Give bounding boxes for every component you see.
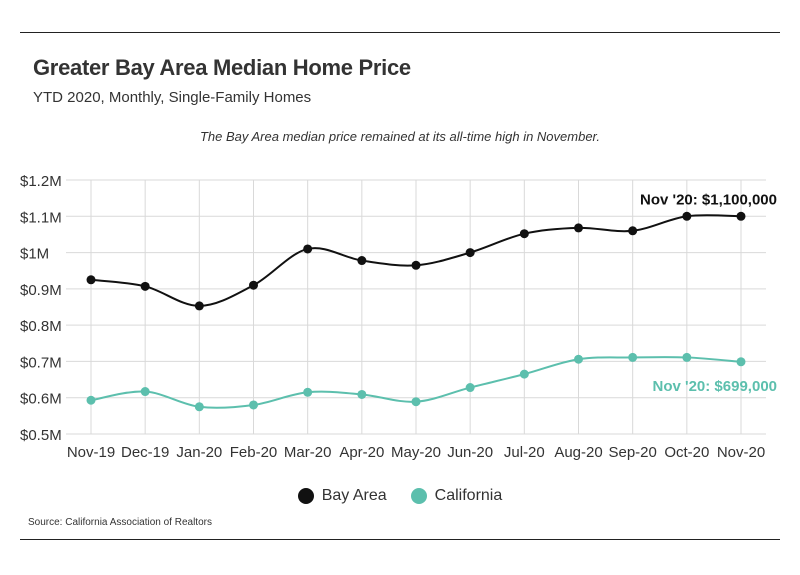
- y-tick-label: $1.2M: [20, 173, 62, 190]
- x-tick-label: Apr-20: [339, 444, 384, 461]
- legend-label-bay-area: Bay Area: [321, 487, 387, 504]
- legend-marker-bay-area: [297, 488, 314, 504]
- data-point-bay-area[interactable]: [411, 260, 421, 270]
- legend-item-bay-area[interactable]: Bay Area: [297, 487, 387, 505]
- y-tick-label: $0.9M: [20, 282, 62, 299]
- data-point-bay-area[interactable]: [303, 244, 313, 254]
- data-point-california[interactable]: [682, 352, 692, 362]
- data-point-california[interactable]: [628, 352, 638, 362]
- x-tick-label: Nov-19: [67, 444, 115, 461]
- data-point-bay-area[interactable]: [519, 229, 529, 239]
- x-tick-label: May-20: [391, 444, 441, 461]
- data-point-california[interactable]: [194, 402, 204, 412]
- data-point-bay-area[interactable]: [249, 280, 258, 290]
- x-tick-label: Jan-20: [176, 444, 222, 461]
- y-tick-label: $0.7M: [20, 354, 62, 371]
- y-tick-label: $1M: [20, 246, 49, 263]
- x-tick-label: Sep-20: [608, 444, 656, 461]
- y-tick-label: $0.5M: [20, 427, 62, 444]
- x-tick-label: Nov-20: [717, 444, 765, 461]
- x-tick-label: Jun-20: [447, 444, 493, 461]
- legend: Bay Area California: [0, 487, 800, 505]
- data-point-bay-area[interactable]: [574, 223, 583, 233]
- x-tick-label: Feb-20: [230, 444, 278, 461]
- data-point-bay-area[interactable]: [194, 301, 204, 311]
- legend-item-california[interactable]: California: [410, 487, 503, 505]
- y-tick-label: $0.6M: [20, 391, 62, 408]
- x-tick-label: Aug-20: [554, 444, 602, 461]
- data-point-california[interactable]: [357, 389, 367, 399]
- x-tick-label: Jul-20: [504, 444, 545, 461]
- source-note: Source: California Association of Realto…: [28, 517, 212, 528]
- x-tick-label: Oct-20: [664, 444, 709, 461]
- data-point-bay-area[interactable]: [465, 248, 475, 258]
- data-point-california[interactable]: [86, 395, 96, 405]
- data-point-california[interactable]: [249, 400, 258, 410]
- chart-subtitle: YTD 2020, Monthly, Single-Family Homes: [33, 89, 312, 106]
- x-tick-label: Mar-20: [284, 444, 332, 461]
- bottom-rule: [20, 539, 780, 540]
- data-point-california[interactable]: [465, 383, 475, 393]
- data-point-bay-area[interactable]: [736, 211, 746, 221]
- data-point-california[interactable]: [519, 369, 529, 379]
- data-point-california[interactable]: [736, 357, 746, 367]
- end-label-california: Nov '20: $699,000: [653, 378, 777, 395]
- data-point-bay-area[interactable]: [357, 256, 367, 266]
- legend-label-california: California: [434, 487, 503, 504]
- top-rule: [20, 32, 780, 33]
- y-tick-label: $1.1M: [20, 209, 62, 226]
- data-point-california[interactable]: [303, 387, 313, 397]
- data-point-california[interactable]: [411, 397, 421, 407]
- x-tick-label: Dec-19: [121, 444, 169, 461]
- data-point-bay-area[interactable]: [140, 281, 150, 291]
- chart-title: Greater Bay Area Median Home Price: [33, 55, 411, 80]
- data-point-bay-area[interactable]: [86, 275, 96, 285]
- data-point-california[interactable]: [574, 354, 583, 364]
- y-tick-label: $0.8M: [20, 318, 62, 335]
- end-label-bay-area: Nov '20: $1,100,000: [640, 191, 777, 208]
- data-point-bay-area[interactable]: [628, 226, 638, 236]
- data-point-california[interactable]: [140, 387, 150, 397]
- legend-marker-california: [410, 488, 427, 504]
- chart-annotation: The Bay Area median price remained at it…: [199, 129, 601, 144]
- data-point-bay-area[interactable]: [682, 211, 692, 221]
